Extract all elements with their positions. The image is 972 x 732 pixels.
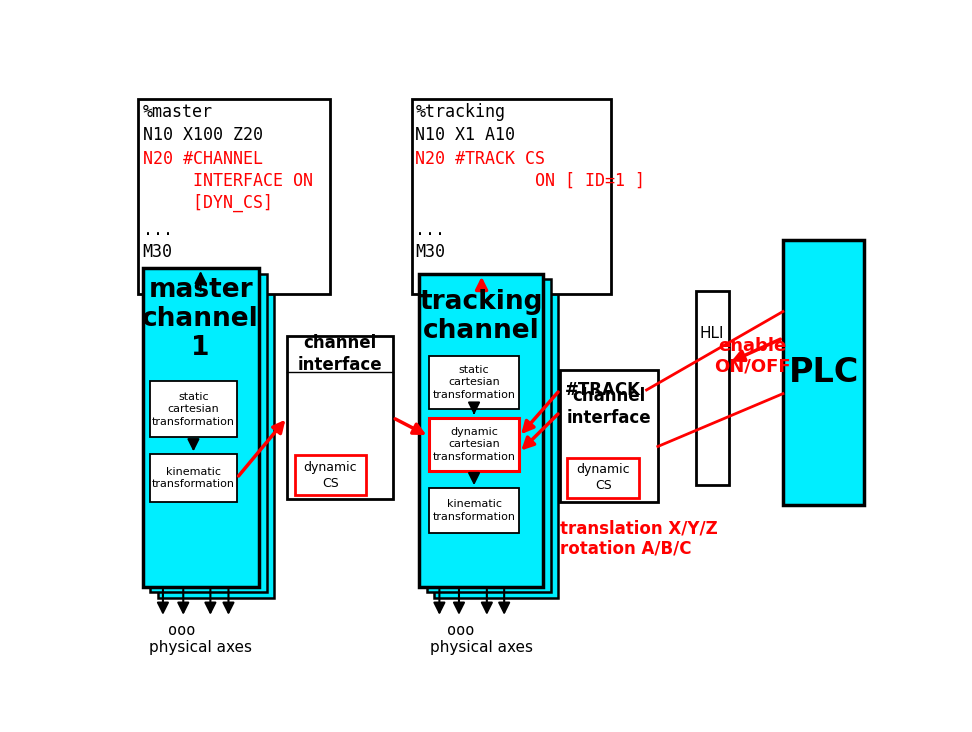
Bar xyxy=(429,417,519,471)
Bar xyxy=(143,268,260,586)
Bar xyxy=(429,488,519,533)
Text: translation X/Y/Z: translation X/Y/Z xyxy=(560,520,717,537)
Bar xyxy=(427,280,551,592)
Text: kinematic
transformation: kinematic transformation xyxy=(152,467,235,490)
Text: N20 #CHANNEL: N20 #CHANNEL xyxy=(143,150,262,168)
Text: rotation A/B/C: rotation A/B/C xyxy=(560,540,691,558)
Text: dynamic
cartesian
transformation: dynamic cartesian transformation xyxy=(433,427,515,462)
Text: enable: enable xyxy=(718,337,787,355)
Bar xyxy=(568,458,639,498)
Text: HLI: HLI xyxy=(700,326,724,341)
Bar xyxy=(782,240,864,505)
Text: N20 #TRACK CS: N20 #TRACK CS xyxy=(415,150,545,168)
Text: PLC: PLC xyxy=(788,356,859,389)
Bar xyxy=(157,280,274,598)
Text: static
cartesian
transformation: static cartesian transformation xyxy=(433,365,515,400)
Bar xyxy=(150,381,237,437)
Text: dynamic
CS: dynamic CS xyxy=(303,460,358,490)
Text: #TRACK: #TRACK xyxy=(566,381,642,399)
Text: kinematic
transformation: kinematic transformation xyxy=(433,499,515,522)
Bar xyxy=(419,274,543,586)
Text: M30: M30 xyxy=(415,244,445,261)
Text: dynamic
CS: dynamic CS xyxy=(576,463,630,493)
Text: %tracking: %tracking xyxy=(415,102,505,121)
Text: ooo: ooo xyxy=(168,623,195,638)
Bar xyxy=(295,455,366,495)
Text: ...: ... xyxy=(415,221,445,239)
Text: channel
interface: channel interface xyxy=(567,386,651,427)
Bar xyxy=(150,454,237,502)
Text: tracking
channel: tracking channel xyxy=(420,288,543,343)
Text: master
channel
1: master channel 1 xyxy=(142,277,259,361)
Bar xyxy=(429,356,519,409)
Bar xyxy=(411,99,611,294)
Text: %master: %master xyxy=(143,102,213,121)
Text: ON/OFF: ON/OFF xyxy=(714,358,791,376)
Text: ooo: ooo xyxy=(447,623,474,638)
Bar xyxy=(138,99,330,294)
Bar xyxy=(150,274,267,592)
Text: ON [ ID=1 ]: ON [ ID=1 ] xyxy=(415,172,645,190)
Bar xyxy=(696,291,729,485)
Text: N10 X100 Z20: N10 X100 Z20 xyxy=(143,126,262,144)
Bar xyxy=(288,336,393,499)
Text: M30: M30 xyxy=(143,244,173,261)
Text: N10 X1 A10: N10 X1 A10 xyxy=(415,126,515,144)
Text: static
cartesian
transformation: static cartesian transformation xyxy=(152,392,235,427)
Text: ...: ... xyxy=(143,221,173,239)
Text: physical axes: physical axes xyxy=(149,640,252,655)
Text: channel
interface: channel interface xyxy=(297,334,382,374)
Bar xyxy=(560,370,658,502)
Bar xyxy=(434,285,558,598)
Text: [DYN_CS]: [DYN_CS] xyxy=(143,194,272,212)
Bar xyxy=(560,371,646,409)
Text: physical axes: physical axes xyxy=(430,640,533,655)
Text: INTERFACE ON: INTERFACE ON xyxy=(143,172,313,190)
